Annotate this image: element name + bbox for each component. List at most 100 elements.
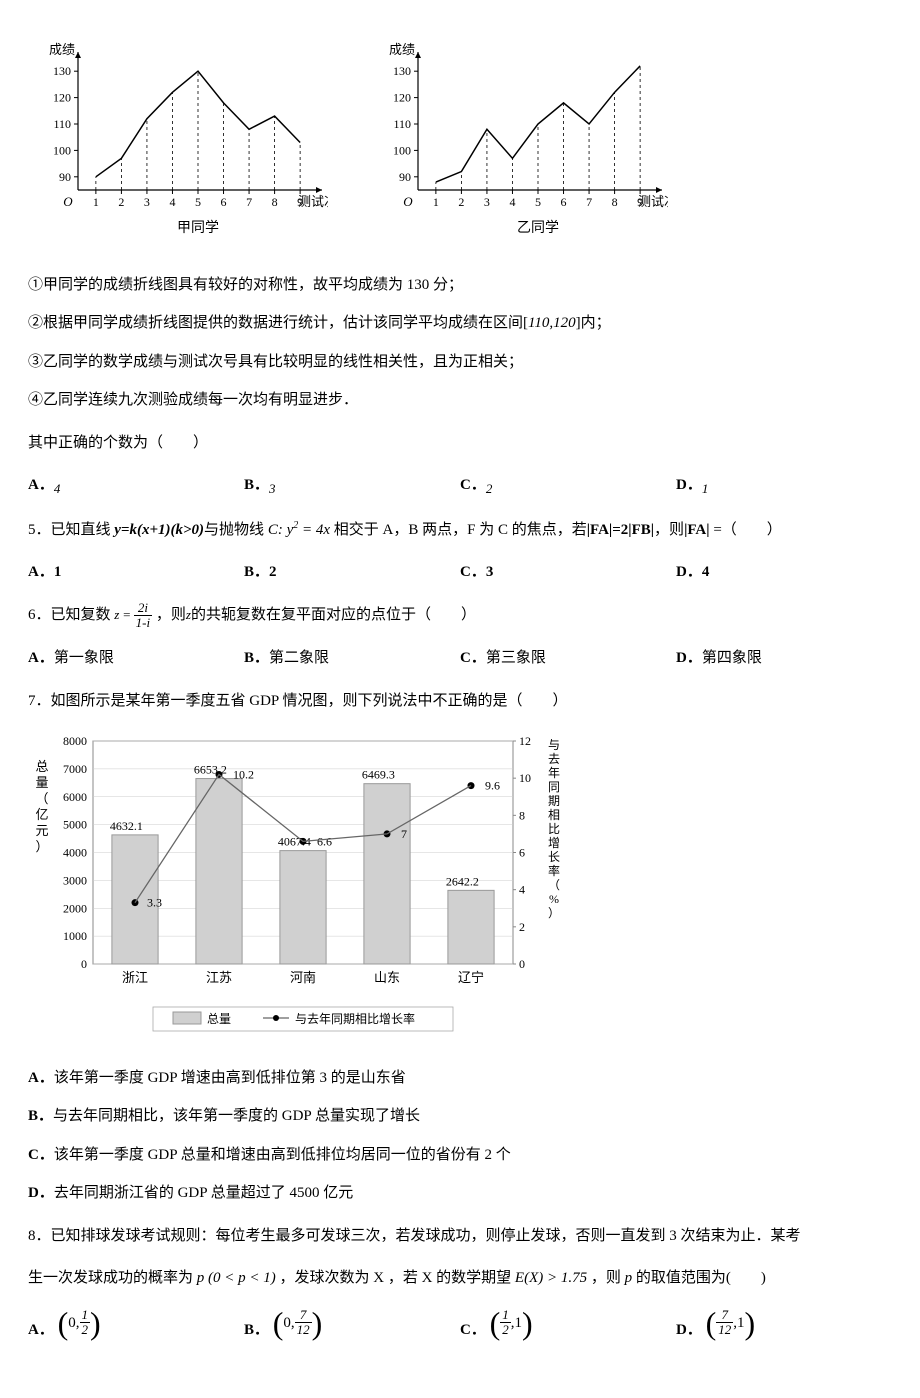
q5-option-d: D．4	[676, 558, 892, 587]
svg-text:3: 3	[144, 195, 150, 209]
q8-c-num: 1	[500, 1308, 511, 1323]
chart-student-a: 90100110120130123456789成绩测试次号O甲同学	[28, 40, 328, 251]
svg-text:率: 率	[548, 863, 560, 878]
svg-text:浙江: 浙江	[122, 970, 148, 985]
svg-text:10: 10	[519, 771, 531, 785]
svg-text:4: 4	[509, 195, 515, 209]
q6-pre: 6．已知复数	[28, 607, 111, 623]
svg-text:8: 8	[519, 809, 525, 823]
svg-text:3000: 3000	[63, 874, 87, 888]
svg-text:4: 4	[169, 195, 175, 209]
svg-text:0: 0	[519, 957, 525, 971]
svg-text:6000: 6000	[63, 790, 87, 804]
svg-text:O: O	[63, 194, 73, 209]
q4-c-val: 2	[486, 481, 493, 496]
svg-text:去: 去	[548, 752, 560, 766]
q6-options: A．第一象限 B．第二象限 C．第三象限 D．第四象限	[28, 644, 892, 673]
svg-text:9.6: 9.6	[485, 779, 500, 793]
q6-fraction: 2i 1-i	[134, 601, 152, 631]
q8-a-expr: ( 0, 12 )	[58, 1307, 101, 1339]
q6-d-label: D．	[676, 650, 702, 666]
svg-text:1: 1	[93, 195, 99, 209]
q8-b-den: 12	[295, 1323, 312, 1337]
gdp-chart: 0100020003000400050006000700080000246810…	[28, 729, 892, 1050]
q8-m2: ，则	[591, 1270, 625, 1286]
q5-pre: 5．已知直线	[28, 522, 114, 538]
svg-text:5: 5	[195, 195, 201, 209]
svg-text:6469.3: 6469.3	[362, 768, 395, 782]
chart-svg-1: 90100110120130123456789成绩测试次号O甲同学	[28, 40, 328, 240]
svg-text:同: 同	[548, 780, 560, 794]
svg-text:90: 90	[399, 170, 411, 184]
q5-f3: |FA|=2|FB|	[587, 522, 654, 538]
svg-text:期: 期	[548, 794, 560, 808]
q8-option-b: B． ( 0, 712 )	[244, 1307, 460, 1345]
q5-c-val: 3	[486, 564, 494, 580]
q4-b-label: B．	[244, 477, 269, 493]
q8-d-den: 12	[716, 1323, 733, 1337]
q8-c-right: 1	[515, 1309, 523, 1338]
q5-b-val: 2	[269, 564, 277, 580]
q8-option-d: D． ( 712 ,1 )	[676, 1307, 892, 1345]
svg-text:130: 130	[393, 64, 411, 78]
svg-text:测试次号: 测试次号	[638, 194, 668, 209]
svg-text:4: 4	[519, 883, 525, 897]
q8-a-den: 2	[80, 1323, 91, 1337]
svg-text:110: 110	[393, 117, 411, 131]
q6-den: 1-i	[134, 616, 152, 630]
q8-fex: E(X) > 1.75	[515, 1270, 587, 1286]
statement-2-text: ②根据甲同学成绩折线图提供的数据进行统计，估计该同学平均成绩在区间[110,12…	[28, 315, 611, 331]
svg-text:2000: 2000	[63, 902, 87, 916]
q5-end: =（ ）	[710, 522, 782, 538]
q8-d-num: 7	[716, 1308, 733, 1323]
statement-2: ②根据甲同学成绩折线图提供的数据进行统计，估计该同学平均成绩在区间[110,12…	[28, 309, 892, 338]
q4-c-label: C．	[460, 477, 486, 493]
svg-text:2: 2	[118, 195, 124, 209]
q6-b-label: B．	[244, 650, 269, 666]
q5-option-c: C．3	[460, 558, 676, 587]
chart-svg-2: 90100110120130123456789成绩测试次号O乙同学	[368, 40, 668, 240]
svg-text:12: 12	[519, 734, 531, 748]
svg-text:2: 2	[519, 920, 525, 934]
svg-text:3: 3	[484, 195, 490, 209]
q8-options: A． ( 0, 12 ) B． ( 0, 712 ) C． ( 12 ,1 ) …	[28, 1307, 892, 1345]
svg-text:）: ）	[548, 906, 560, 920]
q4-option-c: C．2	[460, 471, 676, 502]
svg-text:1000: 1000	[63, 929, 87, 943]
svg-text:120: 120	[393, 91, 411, 105]
q6-a-val: 第一象限	[54, 650, 114, 666]
q7-a-val: 该年第一季度 GDP 增速由高到低排位第 3 的是山东省	[54, 1070, 406, 1086]
q5-a-label: A．	[28, 564, 54, 580]
q8-d-label: D．	[676, 1322, 702, 1338]
svg-text:元: 元	[35, 823, 48, 838]
svg-text:10.2: 10.2	[233, 768, 254, 782]
q8-c-label: C．	[460, 1322, 486, 1338]
svg-text:相: 相	[548, 808, 560, 822]
q6-z: z	[114, 607, 119, 622]
svg-text:5: 5	[535, 195, 541, 209]
svg-text:100: 100	[393, 143, 411, 157]
q6-option-a: A．第一象限	[28, 644, 244, 673]
svg-text:总量: 总量	[207, 1012, 231, 1026]
svg-text:8000: 8000	[63, 734, 87, 748]
svg-text:130: 130	[53, 64, 71, 78]
q8-b-left: 0	[283, 1309, 291, 1338]
q6-num: 2i	[134, 601, 152, 616]
q4-options: A．4 B．3 C．2 D．1	[28, 471, 892, 502]
q5-option-b: B．2	[244, 558, 460, 587]
svg-text:成绩: 成绩	[49, 42, 75, 57]
q5-m1: 与抛物线	[204, 522, 268, 538]
q8-a-left: 0	[68, 1309, 76, 1338]
q5-c-label: C．	[460, 564, 486, 580]
svg-text:长: 长	[548, 850, 560, 864]
svg-text:110: 110	[53, 117, 71, 131]
svg-text:增: 增	[548, 836, 560, 850]
q7-d-val: 去年同期浙江省的 GDP 总量超过了 4500 亿元	[54, 1185, 353, 1201]
svg-text:8: 8	[612, 195, 618, 209]
q8-fp2: p	[625, 1270, 633, 1286]
q8-m1: ，发球次数为 X ，若 X 的数学期望	[280, 1270, 512, 1286]
q6-option-d: D．第四象限	[676, 644, 892, 673]
svg-text:亿: 亿	[35, 807, 48, 822]
q8-c-expr: ( 12 ,1 )	[490, 1307, 533, 1339]
q8-pre: 生一次发球成功的概率为	[28, 1270, 193, 1286]
